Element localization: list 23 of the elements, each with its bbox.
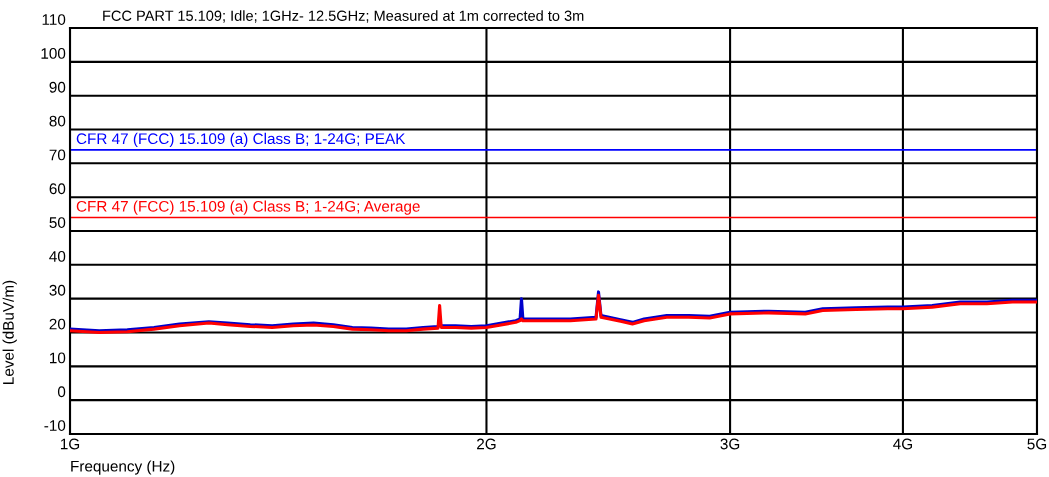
x-tick-label: 3G [720, 438, 740, 450]
y-tick-label: 20 [49, 318, 66, 330]
y-tick-label: 70 [49, 149, 66, 161]
y-tick-label: 60 [49, 183, 66, 195]
x-tick-label: 1G [60, 438, 80, 450]
y-tick-label: 80 [49, 115, 66, 127]
ref-line-label: CFR 47 (FCC) 15.109 (a) Class B; 1-24G; PEAK [76, 132, 406, 148]
y-tick-label: 100 [41, 48, 66, 59]
y-tick-label: -10 [44, 420, 66, 431]
y-tick-label: 110 [42, 14, 66, 25]
y-tick-label: 90 [49, 81, 66, 93]
y-tick-label: 0 [57, 386, 66, 398]
x-tick-label: 2G [477, 438, 496, 450]
x-axis-title: Frequency (Hz) [71, 460, 175, 475]
x-tick-label: 4G [893, 438, 912, 450]
ref-line-label: CFR 47 (FCC) 15.109 (a) Class B; 1-24G; Average [76, 200, 420, 215]
chart-title: FCC PART 15.109; Idle; 1GHz- 12.5GHz; Measured at 1m corrected to 3m [103, 10, 584, 23]
y-axis-title: Level (dBuV/m) [2, 280, 17, 384]
y-tick-label: 50 [49, 217, 66, 228]
y-tick-label: 40 [49, 251, 66, 262]
x-tick-label: 5G [1027, 438, 1047, 450]
y-tick-label: 10 [50, 352, 66, 364]
y-tick-label: 30 [49, 284, 66, 296]
